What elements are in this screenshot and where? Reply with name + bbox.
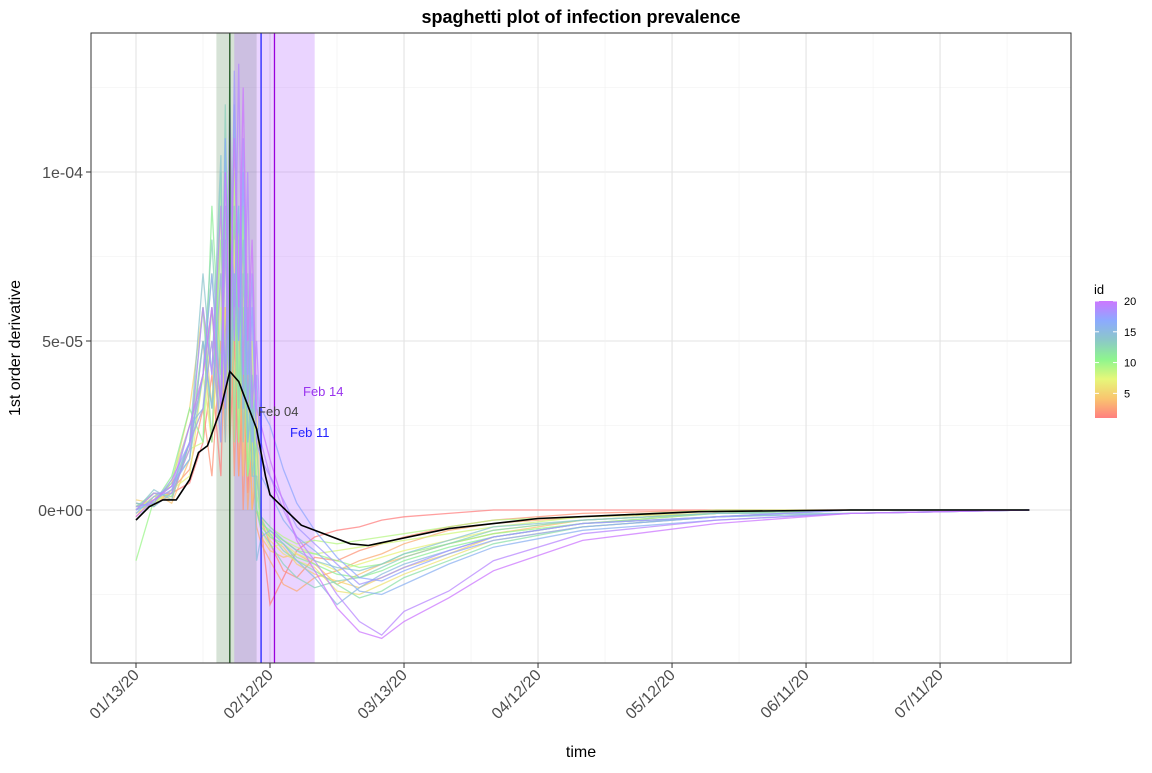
x-tick-label: 05/12/20 <box>623 667 679 723</box>
x-axis-label: time <box>566 744 596 761</box>
vline-label-feb11: Feb 11 <box>290 425 330 440</box>
series-line-id-14 <box>135 155 1030 572</box>
chart-title: spaghetti plot of infection prevalence <box>421 7 740 27</box>
x-tick-label: 07/11/20 <box>892 667 947 722</box>
x-tick-label: 06/11/20 <box>758 667 813 722</box>
legend-tick-label: 10 <box>1124 358 1136 370</box>
y-axis: 0e+00 5e-05 1e-04 <box>38 165 91 520</box>
series-line-id-12 <box>135 70 1030 599</box>
mean-curve <box>135 369 1030 547</box>
series-line-id-18 <box>135 70 1030 586</box>
vline-label-feb04: Feb 04 <box>258 404 298 419</box>
x-tick-label: 04/12/20 <box>489 667 545 723</box>
series-line-id-19 <box>135 63 1030 636</box>
vline-label-feb14: Feb 14 <box>303 384 343 399</box>
legend-tick-label: 15 <box>1124 327 1136 339</box>
mean-curve-group <box>135 369 1030 547</box>
legend-title: id <box>1094 282 1104 297</box>
series-line-id-13 <box>135 104 1030 589</box>
x-tick-label: 01/13/20 <box>87 667 143 723</box>
series-line-id-17 <box>135 104 1030 582</box>
legend-ticks: 5 10 15 20 <box>1095 296 1136 400</box>
y-tick-label: 1e-04 <box>42 165 83 182</box>
legend-colorbar <box>1095 301 1117 418</box>
x-axis: 01/13/20 02/12/20 03/13/20 04/12/20 05/12/20… <box>87 663 947 723</box>
series-line-id-20 <box>135 87 1030 640</box>
panel-border <box>90 32 1072 664</box>
x-tick-label: 03/13/20 <box>355 667 411 723</box>
y-tick-label: 0e+00 <box>38 503 83 520</box>
series-lines <box>135 63 1030 640</box>
vertical-lines <box>229 33 276 663</box>
legend-tick-label: 20 <box>1124 296 1136 308</box>
y-tick-label: 5e-05 <box>42 334 83 351</box>
legend-tick-label: 5 <box>1124 388 1130 400</box>
x-tick-label: 02/12/20 <box>221 667 277 723</box>
y-axis-label: 1st order derivative <box>7 280 24 416</box>
